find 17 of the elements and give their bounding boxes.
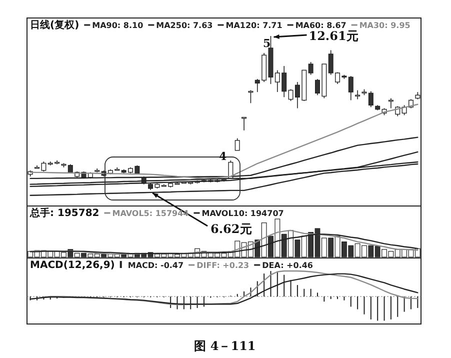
annotation: 12.61元 — [308, 29, 358, 43]
annotation: 6.62元 — [210, 222, 252, 236]
legend-label: MA250: 7.63 — [156, 21, 213, 30]
legend-label: MACD: -0.47 — [128, 261, 184, 270]
chart-title: MACD(12,26,9) — [30, 260, 115, 271]
annotation: 5 — [263, 37, 271, 50]
legend-label: MA60: 8.67 — [295, 21, 346, 30]
legend-label: DIFF: +0.23 — [196, 261, 250, 270]
legend-label: MA120: 7.71 — [226, 21, 283, 30]
chart-title: 总手: 195782 — [29, 207, 100, 219]
legend-label: MAVOL10: 194707 — [202, 209, 284, 218]
caption: 图 4－111 — [194, 339, 256, 353]
legend-label: DEA: +0.46 — [262, 261, 314, 270]
legend-label: MAVOL5: 157944 — [112, 209, 190, 218]
legend-label: MA30: 9.95 — [359, 21, 411, 30]
legend-label: MA90: 8.10 — [92, 21, 144, 30]
chart-title: 日线(复权) — [30, 19, 80, 31]
